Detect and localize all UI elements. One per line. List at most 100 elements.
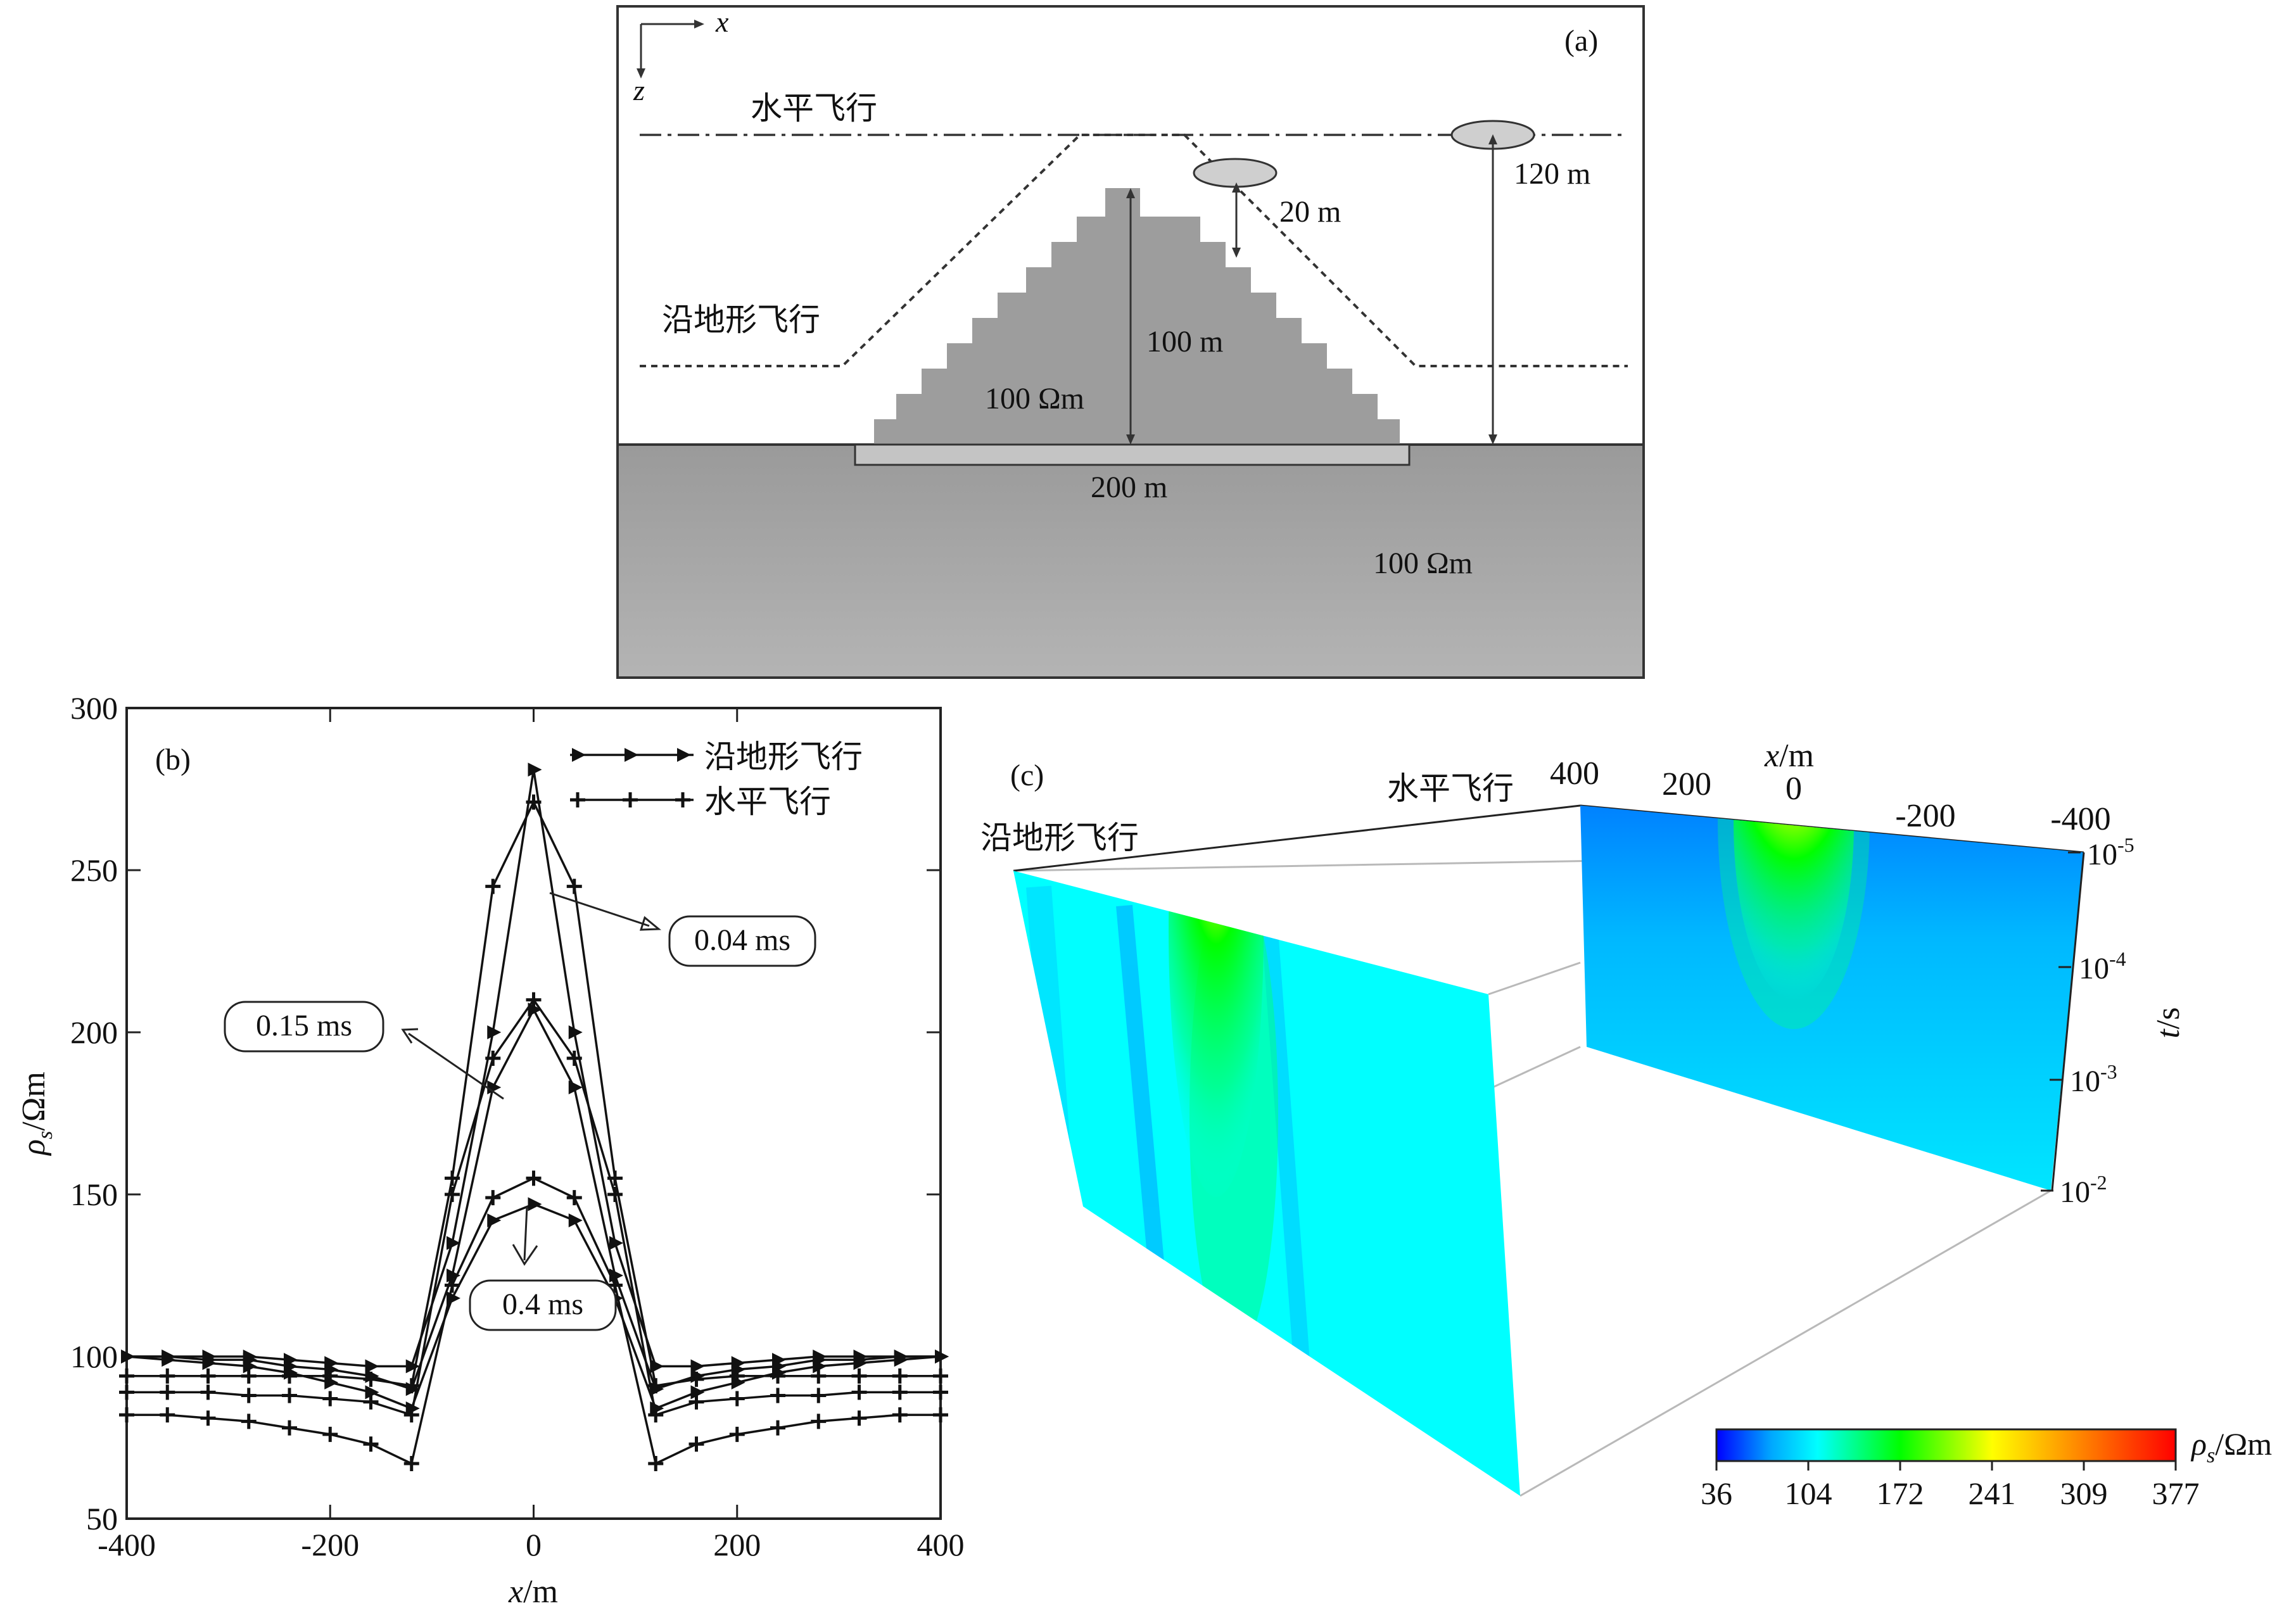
terrain-plane-title: 沿地形飞行	[980, 819, 1139, 856]
annotation-0.04ms: 0.04 ms	[549, 892, 816, 967]
horizontal-flight-plane	[1580, 806, 2084, 1191]
point-marker-plus	[282, 1388, 297, 1403]
point-marker-triangle	[625, 748, 638, 762]
point-marker-triangle	[243, 1359, 257, 1374]
series-line-3	[119, 794, 948, 1394]
colorbar-tick-label: 36	[1701, 1476, 1732, 1511]
terrain-flight-line	[640, 134, 1628, 367]
ground-resistivity-label: 100 Ωm	[1373, 547, 1473, 580]
point-marker-plus	[933, 1407, 948, 1423]
panel-a-label: (a)	[1564, 24, 1598, 58]
svg-text:0.15 ms: 0.15 ms	[256, 1009, 352, 1042]
hill-width-label: 200 m	[1091, 471, 1167, 504]
colorbar-tick-label: 309	[2060, 1476, 2108, 1511]
point-marker-plus	[623, 792, 638, 807]
hill-resistivity-label: 100 Ωm	[985, 382, 1084, 415]
point-marker-plus	[241, 1414, 257, 1429]
x-tick-label: -200	[301, 1527, 359, 1562]
point-marker-plus	[892, 1407, 908, 1423]
panel-b-label: (b)	[155, 743, 191, 776]
point-marker-plus	[119, 1368, 134, 1384]
point-marker-triangle	[572, 748, 586, 762]
point-marker-triangle	[447, 1236, 460, 1250]
point-marker-triangle	[528, 1003, 542, 1017]
point-marker-triangle	[487, 1213, 502, 1227]
legend-sample-horizontal	[570, 792, 694, 807]
series-line-1	[121, 1003, 949, 1396]
box-top-edge	[1013, 804, 1581, 872]
series-line-4	[119, 992, 948, 1423]
point-marker-plus	[363, 1371, 379, 1387]
point-marker-plus	[851, 1410, 867, 1426]
point-marker-plus	[688, 1394, 704, 1410]
point-marker-plus	[363, 1436, 379, 1452]
point-marker-plus	[322, 1391, 338, 1407]
point-marker-plus	[526, 1170, 542, 1186]
horizontal-plane-title: 水平飞行	[1387, 770, 1514, 807]
svg-text:0.4 ms: 0.4 ms	[502, 1288, 583, 1321]
coordinate-axes	[637, 20, 704, 79]
point-marker-plus	[811, 1368, 827, 1384]
point-marker-triangle	[690, 1385, 705, 1400]
x-tick-label: 400	[1550, 756, 1599, 792]
point-marker-plus	[811, 1388, 827, 1403]
point-marker-plus	[566, 1050, 582, 1066]
point-marker-triangle	[813, 1359, 827, 1374]
stepped-hill	[874, 188, 1400, 445]
point-marker-plus	[160, 1368, 175, 1384]
legend-label-terrain: 沿地形飞行	[704, 738, 863, 775]
y-tick-label: 300	[70, 690, 118, 726]
point-marker-triangle	[121, 1350, 135, 1364]
point-marker-plus	[729, 1391, 745, 1407]
point-marker-plus	[770, 1388, 785, 1403]
point-marker-plus	[485, 1050, 501, 1066]
t-tick-1e-5: 10-5	[2087, 833, 2134, 871]
point-marker-plus	[851, 1384, 867, 1400]
point-marker-plus	[119, 1407, 134, 1423]
point-marker-plus	[241, 1388, 257, 1403]
point-marker-plus	[526, 992, 542, 1008]
point-marker-plus	[363, 1394, 379, 1410]
clearance-label: 20 m	[1279, 195, 1341, 229]
series-path	[127, 769, 941, 1368]
point-marker-plus	[322, 1426, 338, 1442]
colorbar-tick-label: 172	[1877, 1476, 1924, 1511]
x-tick-label: 200	[713, 1527, 761, 1562]
point-marker-plus	[160, 1384, 175, 1400]
point-marker-plus	[200, 1368, 216, 1384]
point-marker-triangle	[405, 1359, 420, 1374]
y-tick-label: 200	[70, 1015, 118, 1050]
point-marker-plus	[688, 1371, 704, 1387]
y-tick-label: 150	[70, 1177, 118, 1212]
plot-b-xlabel: x/m	[508, 1574, 558, 1610]
annotation-0.4ms: 0.4 ms	[469, 1206, 617, 1331]
t-tick-1e-3: 10-3	[2070, 1060, 2117, 1098]
axis-x-label: x	[715, 6, 729, 38]
point-marker-plus	[770, 1420, 785, 1436]
plot-b-legend: 沿地形飞行 水平飞行	[570, 738, 863, 820]
colorbar	[1715, 1428, 2177, 1462]
point-marker-triangle	[568, 1213, 583, 1227]
legend-label-horizontal: 水平飞行	[704, 783, 831, 820]
t-axis	[2041, 851, 2085, 1192]
x-tick-label: -400	[98, 1527, 156, 1562]
horizontal-flight-text: 水平飞行	[751, 90, 877, 127]
legend-sample-terrain	[570, 748, 694, 762]
point-marker-triangle	[528, 1197, 542, 1212]
dimension-arrows	[1126, 134, 1497, 445]
point-marker-plus	[160, 1407, 175, 1423]
point-marker-triangle	[690, 1359, 705, 1374]
point-marker-plus	[811, 1414, 827, 1429]
point-marker-plus	[570, 792, 585, 807]
point-marker-plus	[282, 1420, 297, 1436]
point-marker-triangle	[528, 763, 542, 777]
point-marker-triangle	[202, 1356, 217, 1370]
x-tick-label: 200	[1662, 766, 1711, 802]
point-marker-plus	[403, 1455, 419, 1471]
point-marker-plus	[648, 1455, 664, 1471]
point-marker-plus	[485, 1190, 501, 1206]
point-marker-plus	[892, 1384, 908, 1400]
point-marker-plus	[200, 1384, 216, 1400]
point-marker-triangle	[853, 1356, 868, 1370]
